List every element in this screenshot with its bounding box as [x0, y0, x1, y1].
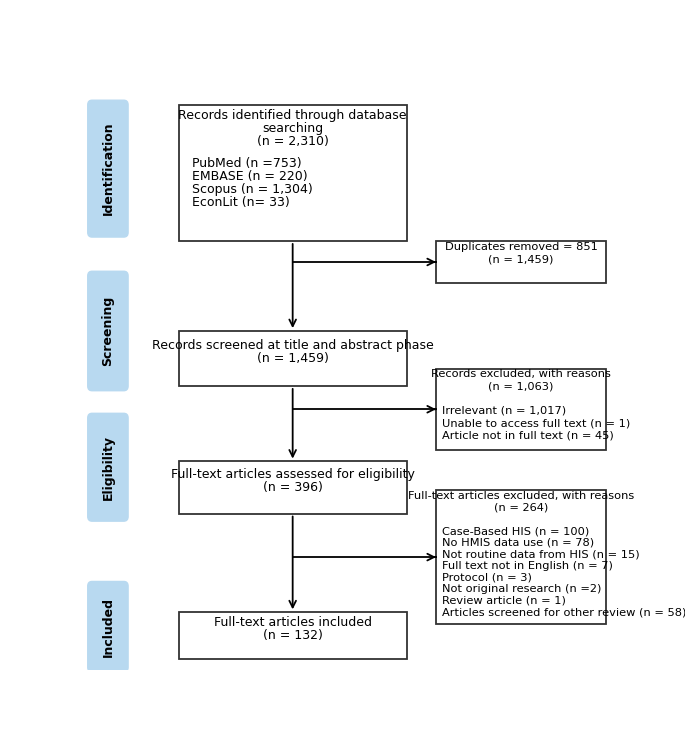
- Text: (n = 1,459): (n = 1,459): [488, 254, 553, 264]
- Bar: [179, 105, 407, 241]
- Bar: [179, 331, 407, 386]
- Text: Duplicates removed = 851: Duplicates removed = 851: [445, 242, 597, 252]
- Text: Irrelevant (n = 1,017): Irrelevant (n = 1,017): [443, 406, 566, 416]
- Text: (n = 2,310): (n = 2,310): [257, 135, 329, 148]
- Bar: [179, 612, 407, 659]
- Text: Records identified through database: Records identified through database: [178, 109, 407, 122]
- Text: Unable to access full text (n = 1): Unable to access full text (n = 1): [443, 418, 631, 428]
- Text: Eligibility: Eligibility: [101, 434, 114, 500]
- Text: Identification: Identification: [101, 122, 114, 215]
- Text: Full-text articles assessed for eligibility: Full-text articles assessed for eligibil…: [171, 468, 414, 481]
- Text: Review article (n = 1): Review article (n = 1): [443, 596, 566, 605]
- Text: No HMIS data use (n = 78): No HMIS data use (n = 78): [443, 538, 595, 547]
- Text: (n = 396): (n = 396): [263, 481, 323, 494]
- FancyBboxPatch shape: [88, 100, 128, 237]
- FancyBboxPatch shape: [88, 271, 128, 391]
- Text: Records excluded, with reasons: Records excluded, with reasons: [431, 370, 611, 380]
- Text: (n = 1,063): (n = 1,063): [488, 382, 553, 392]
- Text: Not routine data from HIS (n = 15): Not routine data from HIS (n = 15): [443, 549, 640, 559]
- Text: Included: Included: [101, 596, 114, 657]
- Text: Records screened at title and abstract phase: Records screened at title and abstract p…: [152, 340, 434, 352]
- FancyBboxPatch shape: [88, 581, 128, 672]
- Text: Full-text articles included: Full-text articles included: [214, 616, 372, 629]
- Text: Protocol (n = 3): Protocol (n = 3): [443, 572, 532, 582]
- Text: searching: searching: [262, 122, 323, 135]
- Text: Article not in full text (n = 45): Article not in full text (n = 45): [443, 431, 614, 441]
- Bar: [436, 369, 606, 450]
- Text: Not original research (n =2): Not original research (n =2): [443, 584, 601, 594]
- Text: Scopus (n = 1,304): Scopus (n = 1,304): [192, 183, 312, 196]
- Text: Articles screened for other review (n = 58): Articles screened for other review (n = …: [443, 607, 685, 617]
- Bar: [436, 241, 606, 283]
- FancyBboxPatch shape: [88, 413, 128, 521]
- Text: (n = 132): (n = 132): [263, 629, 323, 642]
- Text: Full text not in English (n = 7): Full text not in English (n = 7): [443, 561, 613, 571]
- Text: PubMed (n =753): PubMed (n =753): [192, 157, 301, 170]
- Text: EMBASE (n = 220): EMBASE (n = 220): [192, 170, 308, 183]
- Bar: [436, 490, 606, 623]
- Bar: [179, 462, 407, 514]
- Text: (n = 1,459): (n = 1,459): [257, 352, 329, 365]
- Text: EconLit (n= 33): EconLit (n= 33): [192, 196, 290, 209]
- Text: (n = 264): (n = 264): [494, 503, 548, 513]
- Text: Full-text articles excluded, with reasons: Full-text articles excluded, with reason…: [408, 491, 634, 501]
- Text: Case-Based HIS (n = 100): Case-Based HIS (n = 100): [443, 526, 590, 536]
- Text: Screening: Screening: [101, 296, 114, 366]
